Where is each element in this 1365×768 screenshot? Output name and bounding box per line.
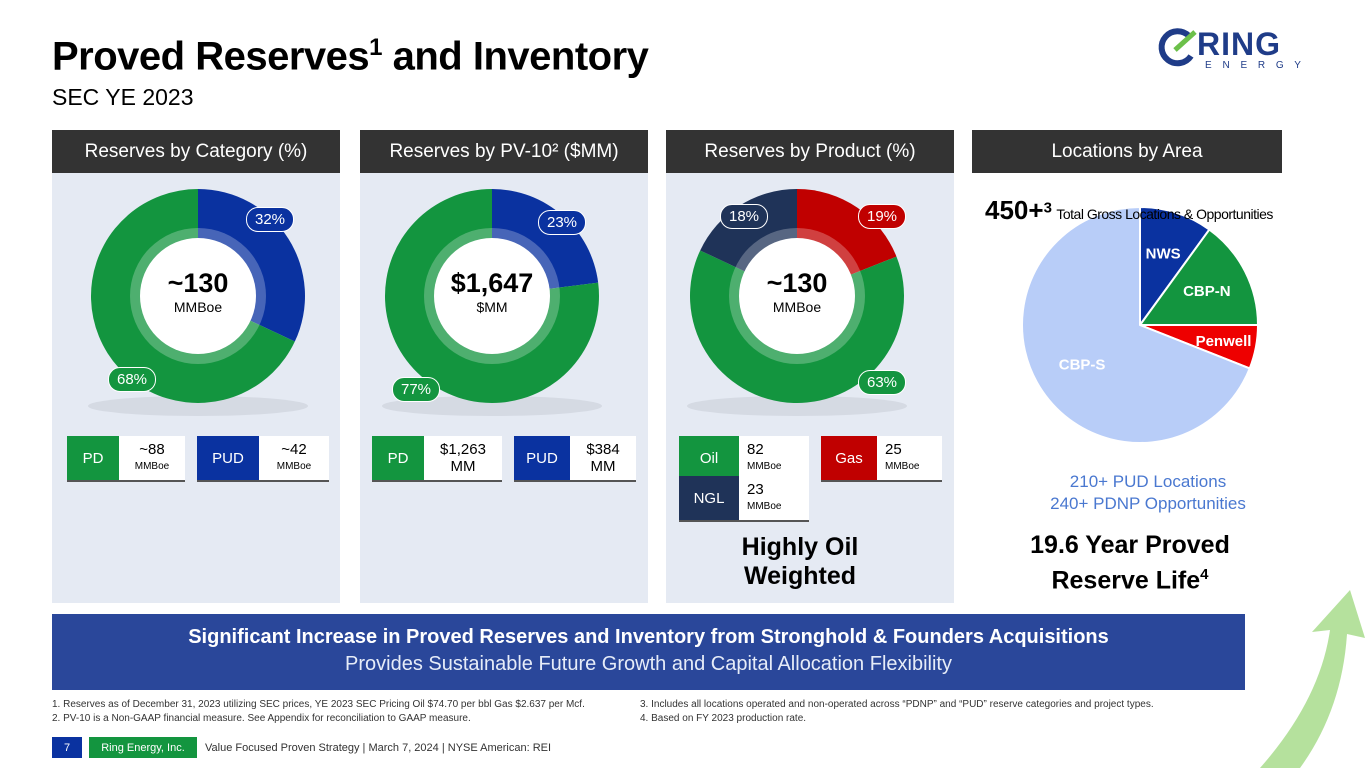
donut-hole bbox=[434, 238, 550, 354]
legend-gas: Gas 25 MMBoe bbox=[821, 436, 942, 482]
label-pd-pct: 68% bbox=[108, 367, 157, 392]
page-title: Proved Reserves1 and Inventory bbox=[52, 34, 649, 79]
header-product: Reserves by Product (%) bbox=[666, 130, 954, 173]
donut-hole bbox=[140, 238, 256, 354]
legend-pud: PUD ~42 MMBoe bbox=[197, 436, 329, 482]
header-pv10: Reserves by PV-10² ($MM) bbox=[360, 130, 648, 173]
donut-center-pv10: $1,647 $MM bbox=[450, 268, 534, 315]
donut-hole bbox=[739, 238, 855, 354]
footer-text: Value Focused Proven Strategy | March 7,… bbox=[205, 741, 552, 754]
slice-label-penwell: Penwell bbox=[1196, 333, 1252, 350]
donut-shadow bbox=[382, 396, 602, 416]
label-pd-pct: 77% bbox=[392, 377, 441, 402]
donut-shadow bbox=[687, 396, 907, 416]
donut-shadow bbox=[88, 396, 308, 416]
highlight-banner: Significant Increase in Proved Reserves … bbox=[52, 614, 1245, 690]
page-number: 7 bbox=[52, 737, 82, 758]
label-ngl-pct: 18% bbox=[720, 204, 769, 229]
footnotes-left: 1. Reserves as of December 31, 2023 util… bbox=[52, 699, 585, 724]
locations-breakdown: 210+ PUD Locations 240+ PDNP Opportunitie… bbox=[1050, 472, 1246, 513]
donut-center-category: ~130 MMBoe bbox=[167, 268, 229, 315]
slice-cbp-n bbox=[1138, 228, 1260, 326]
slice-label-cbp-s: CBP-S bbox=[1059, 356, 1106, 373]
ring-energy-logo: RING E N E R G Y bbox=[1155, 26, 1315, 74]
slice-label-cbp-n: CBP-N bbox=[1183, 283, 1231, 300]
legend-pud: PUD $384 MM bbox=[514, 436, 636, 482]
footer-company: Ring Energy, Inc. bbox=[89, 737, 197, 758]
slice-cbp-s bbox=[1021, 205, 1252, 444]
legend-ngl: NGL 23 MMBoe bbox=[679, 476, 809, 522]
arrow-decoration bbox=[1260, 590, 1365, 768]
page-subtitle: SEC YE 2023 bbox=[52, 84, 194, 110]
slice-nws bbox=[1139, 205, 1211, 329]
legend-oil: Oil 82 MMBoe bbox=[679, 436, 809, 482]
label-pud-pct: 23% bbox=[538, 210, 587, 235]
legend-pd: PD $1,263 MM bbox=[372, 436, 502, 482]
product-note: Highly Oil Weighted bbox=[741, 533, 859, 590]
legend-pd: PD ~88 MMBoe bbox=[67, 436, 185, 482]
donut-center-product: ~130 MMBoe bbox=[766, 268, 828, 315]
header-category: Reserves by Category (%) bbox=[52, 130, 340, 173]
label-pud-pct: 32% bbox=[246, 207, 295, 232]
locations-total: 450+3 Total Gross Locations & Opportunit… bbox=[985, 195, 1273, 225]
label-oil-pct: 63% bbox=[858, 370, 907, 395]
slice-label-nws: NWS bbox=[1146, 246, 1181, 263]
header-locations: Locations by Area bbox=[972, 130, 1282, 173]
label-gas-pct: 19% bbox=[858, 204, 907, 229]
reserve-life: 19.6 Year Proved Reserve Life4 bbox=[1030, 531, 1230, 595]
footnotes-right: 3. Includes all locations operated and n… bbox=[640, 699, 1154, 724]
